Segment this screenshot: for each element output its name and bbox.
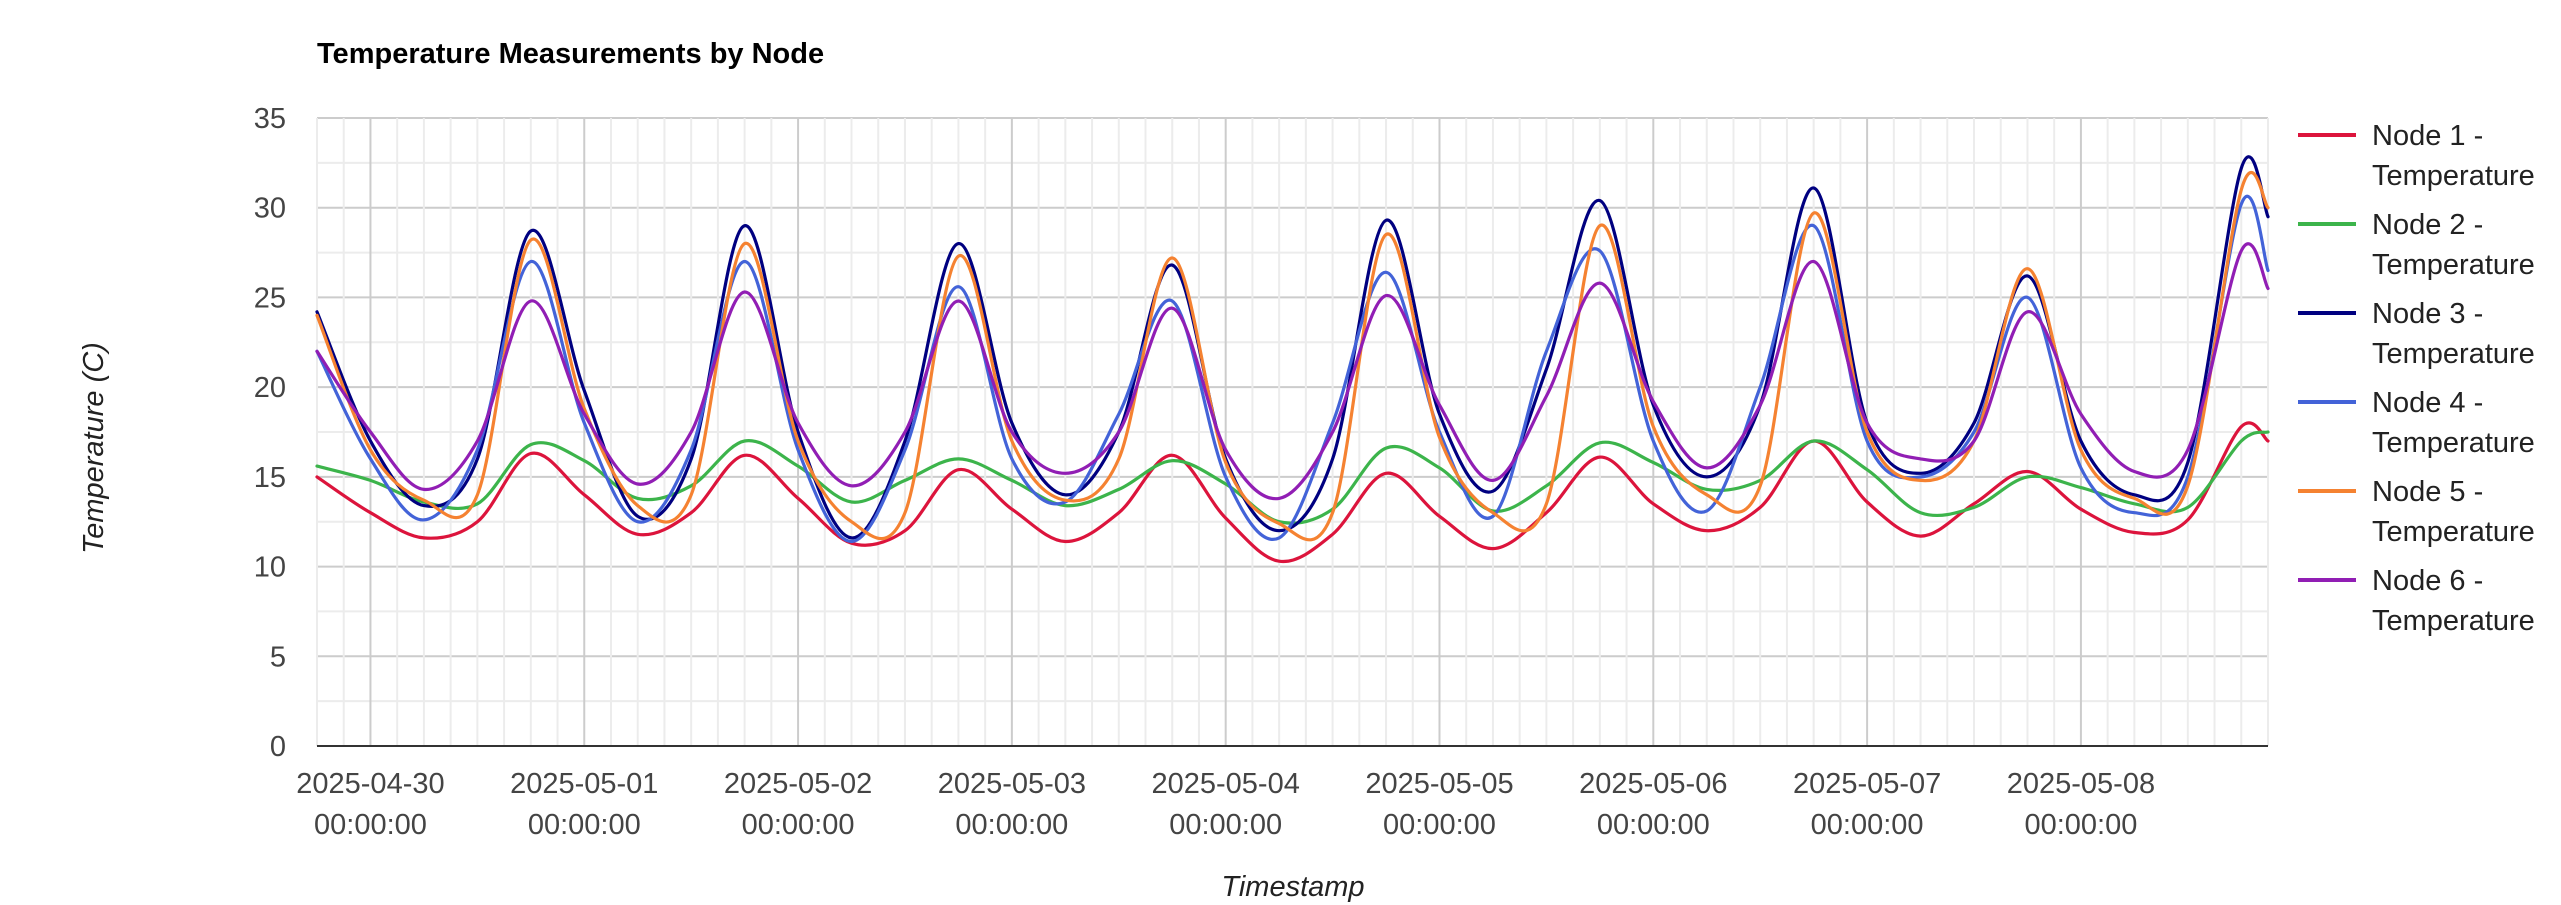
x-axis-ticks: 2025-04-30 00:00:00 2025-05-01 00:00:00 2025…	[296, 768, 2155, 841]
y-tick-label: 15	[254, 462, 286, 494]
legend-item-node-2[interactable]: Node 2 -Temperature	[2298, 209, 2535, 281]
series-line-node-3	[315, 155, 2270, 540]
x-tick-label-date: 2025-05-06	[1579, 768, 1727, 800]
legend-label: Node 2 -Temperature	[2372, 209, 2535, 281]
x-tick-label-date: 2025-05-04	[1152, 768, 1300, 800]
legend-item-node-4[interactable]: Node 4 -Temperature	[2298, 387, 2535, 459]
x-tick-label-date: 2025-04-30	[296, 768, 444, 800]
legend-label: Node 4 -Temperature	[2372, 387, 2535, 459]
y-tick-label: 20	[254, 372, 286, 404]
series-line-node-6	[315, 242, 2270, 501]
x-tick-label-date: 2025-05-05	[1365, 768, 1513, 800]
legend-item-node-5[interactable]: Node 5 -Temperature	[2298, 476, 2535, 548]
x-tick-label-time: 00:00:00	[1811, 809, 1924, 841]
x-tick-label-time: 00:00:00	[1169, 809, 1282, 841]
y-tick-label: 0	[270, 731, 286, 763]
series-line-node-5	[315, 170, 2270, 542]
y-axis-ticks: 0 5 10 15 20 25 30 35	[254, 103, 286, 763]
legend-label: Node 5 -Temperature	[2372, 476, 2535, 548]
y-tick-label: 30	[254, 193, 286, 225]
x-tick-label-time: 00:00:00	[742, 809, 855, 841]
x-axis-title: Timestamp	[1221, 871, 1364, 903]
legend-label: Node 6 -Temperature	[2372, 565, 2535, 637]
x-tick-label-time: 00:00:00	[955, 809, 1068, 841]
y-tick-label: 5	[270, 641, 286, 673]
x-tick-label-time: 00:00:00	[1383, 809, 1496, 841]
legend-item-node-3[interactable]: Node 3 -Temperature	[2298, 298, 2535, 370]
series-line-node-2	[315, 430, 2270, 525]
x-tick-label-time: 00:00:00	[2024, 809, 2137, 841]
x-tick-label-time: 00:00:00	[314, 809, 427, 841]
x-tick-label-time: 00:00:00	[528, 809, 641, 841]
x-tick-label-time: 00:00:00	[1597, 809, 1710, 841]
x-tick-label-date: 2025-05-08	[2007, 768, 2155, 800]
legend-item-node-6[interactable]: Node 6 -Temperature	[2298, 565, 2535, 637]
legend-label: Node 1 -Temperature	[2372, 120, 2535, 192]
x-tick-label-date: 2025-05-07	[1793, 768, 1941, 800]
y-tick-label: 25	[254, 282, 286, 314]
y-tick-label: 10	[254, 552, 286, 584]
x-tick-label-date: 2025-05-01	[510, 768, 658, 800]
series-line-node-4	[315, 194, 2270, 544]
x-tick-label-date: 2025-05-02	[724, 768, 872, 800]
legend-label: Node 3 -Temperature	[2372, 298, 2535, 370]
y-tick-label: 35	[254, 103, 286, 135]
y-axis-title: Temperature (C)	[78, 342, 110, 554]
chart-title: Temperature Measurements by Node	[317, 38, 824, 70]
x-tick-label-date: 2025-05-03	[938, 768, 1086, 800]
legend-item-node-1[interactable]: Node 1 -Temperature	[2298, 120, 2535, 192]
series-lines	[315, 155, 2270, 564]
legend: Node 1 -Temperature Node 2 -Temperature No…	[2298, 120, 2535, 637]
